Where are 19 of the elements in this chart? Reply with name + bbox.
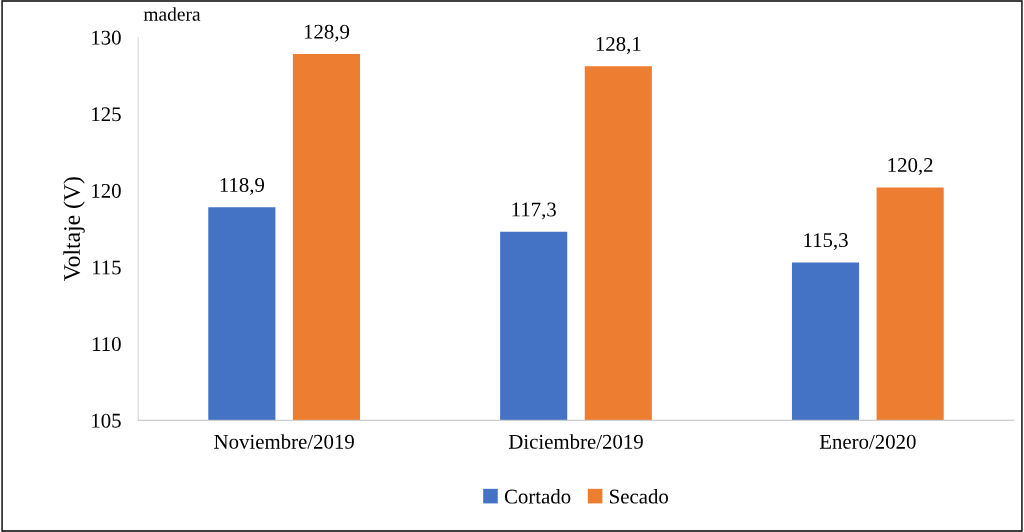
y-axis-title: Voltaje (V)	[63, 177, 85, 282]
data-label: 117,3	[512, 202, 556, 220]
data-label: 118,9	[220, 177, 265, 195]
y-tick-label: 110	[92, 337, 121, 352]
legend-label: Secado	[610, 488, 669, 504]
y-tick-label: 125	[92, 107, 121, 122]
y-tick-label: 105	[92, 413, 121, 428]
data-label: 128,1	[596, 36, 641, 55]
x-tick-label: Enero/2020	[819, 434, 916, 449]
data-label: 115,3	[804, 233, 848, 251]
y-tick-label: 130	[92, 30, 121, 45]
y-tick-label: 115	[92, 260, 121, 275]
chart-title: madera	[143, 7, 201, 21]
data-label: 120,2	[888, 157, 933, 176]
x-tick-label: Noviembre/2019	[214, 434, 354, 449]
data-label: 128,9	[304, 24, 350, 42]
y-tick-label: 120	[92, 183, 121, 198]
x-tick-label: Diciembre/2019	[508, 434, 643, 449]
legend-label: Cortado	[504, 488, 571, 504]
